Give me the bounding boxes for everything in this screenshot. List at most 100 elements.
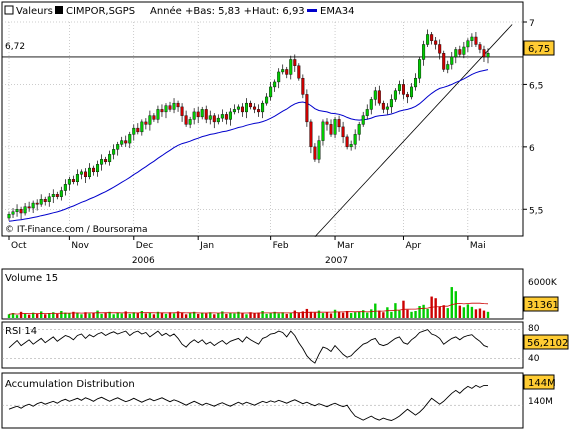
candle: [196, 106, 200, 124]
volume-bar: [446, 308, 449, 318]
candle-body: [224, 114, 228, 120]
candle-body: [71, 179, 75, 183]
candle-body: [482, 49, 486, 58]
volume-bar: [11, 313, 15, 318]
month-label: Dec: [136, 241, 153, 251]
volume-bar: [104, 313, 107, 318]
volume-bar: [442, 305, 445, 318]
acc-dist-value-tag: [523, 374, 555, 390]
chart-menu-icon[interactable]: [4, 5, 14, 15]
candle: [47, 193, 51, 207]
volume-bar: [176, 311, 180, 318]
volume-bar: [64, 312, 67, 318]
candle: [393, 88, 397, 102]
candle-body: [430, 34, 434, 41]
candle-body: [43, 199, 47, 202]
candle: [140, 119, 144, 136]
volume-bar: [285, 313, 288, 318]
candle-body: [55, 194, 59, 197]
volume-bar: [56, 313, 59, 318]
volume-bar: [386, 307, 389, 318]
candle: [249, 100, 253, 110]
candle-body: [349, 144, 353, 148]
candle: [212, 113, 216, 129]
volume-bar: [313, 312, 317, 318]
volume-bar: [418, 306, 421, 318]
candle: [454, 46, 458, 64]
volume-bar: [390, 311, 393, 318]
candle: [281, 64, 285, 75]
acc-dist-title: Accumulation Distribution: [5, 379, 135, 390]
candle-body: [438, 44, 442, 54]
volume-bar: [23, 313, 27, 318]
candle-body: [305, 94, 309, 123]
volume-bar: [486, 311, 490, 318]
volume-bar: [454, 291, 457, 318]
candle-body: [450, 56, 454, 65]
price-axis: 5,5 6 6,5 7: [523, 19, 543, 216]
volume-bar: [124, 311, 127, 318]
volume-bar: [112, 314, 115, 318]
month-label: Nov: [71, 241, 89, 251]
volume-bar: [466, 304, 470, 318]
candle-body: [486, 53, 490, 58]
candle-body: [208, 115, 212, 120]
candle: [349, 140, 353, 151]
candle-body: [333, 119, 337, 135]
volume-bar: [140, 310, 144, 318]
volume-bar: [422, 304, 425, 318]
volume-bar: [19, 311, 23, 318]
candle: [265, 93, 269, 106]
candle-body: [309, 121, 313, 148]
candle-body: [281, 69, 285, 73]
candle-body: [47, 196, 51, 202]
candle: [23, 203, 27, 216]
candle-body: [458, 49, 462, 55]
volume-bar: [108, 311, 111, 318]
candle: [51, 189, 55, 204]
candle: [96, 160, 100, 177]
candle-body: [337, 119, 341, 128]
candle: [385, 103, 389, 115]
volume-bar: [438, 306, 441, 318]
volume-bar: [237, 311, 240, 318]
volume-bar: [366, 312, 369, 318]
candle: [430, 31, 434, 45]
volume-bar: [414, 310, 417, 318]
volume-title: Volume 15: [5, 273, 58, 284]
candle-body: [152, 115, 156, 120]
volume-bar: [217, 313, 220, 318]
volume-bar: [410, 311, 413, 318]
candle: [333, 116, 337, 139]
volume-bar: [321, 313, 325, 318]
volume-bar: [192, 311, 196, 318]
candle: [289, 55, 293, 80]
candle: [59, 186, 63, 201]
candle: [353, 129, 357, 150]
candle-body: [414, 77, 418, 88]
candle: [83, 168, 87, 184]
candle-body: [31, 202, 35, 209]
trendline: [314, 24, 513, 238]
candle-body: [478, 44, 482, 50]
candle-body: [454, 49, 458, 58]
candle: [309, 119, 313, 154]
candle: [128, 131, 132, 149]
candle-body: [75, 174, 79, 183]
valeurs-label: Valeurs: [16, 6, 53, 17]
volume-bar: [60, 310, 63, 318]
acc-dist-series: [8, 384, 488, 421]
volume-bar: [152, 314, 156, 318]
candle: [100, 154, 104, 171]
volume-bar: [478, 308, 482, 318]
candle-body: [249, 102, 253, 108]
candle: [192, 108, 196, 125]
candle-body: [365, 109, 369, 116]
range-label: Année +Bas: 5,83 +Haut: 6,93: [150, 5, 305, 17]
candle-body: [329, 124, 333, 135]
volume-bar: [52, 312, 55, 318]
candle: [369, 96, 373, 115]
candle: [208, 110, 212, 125]
